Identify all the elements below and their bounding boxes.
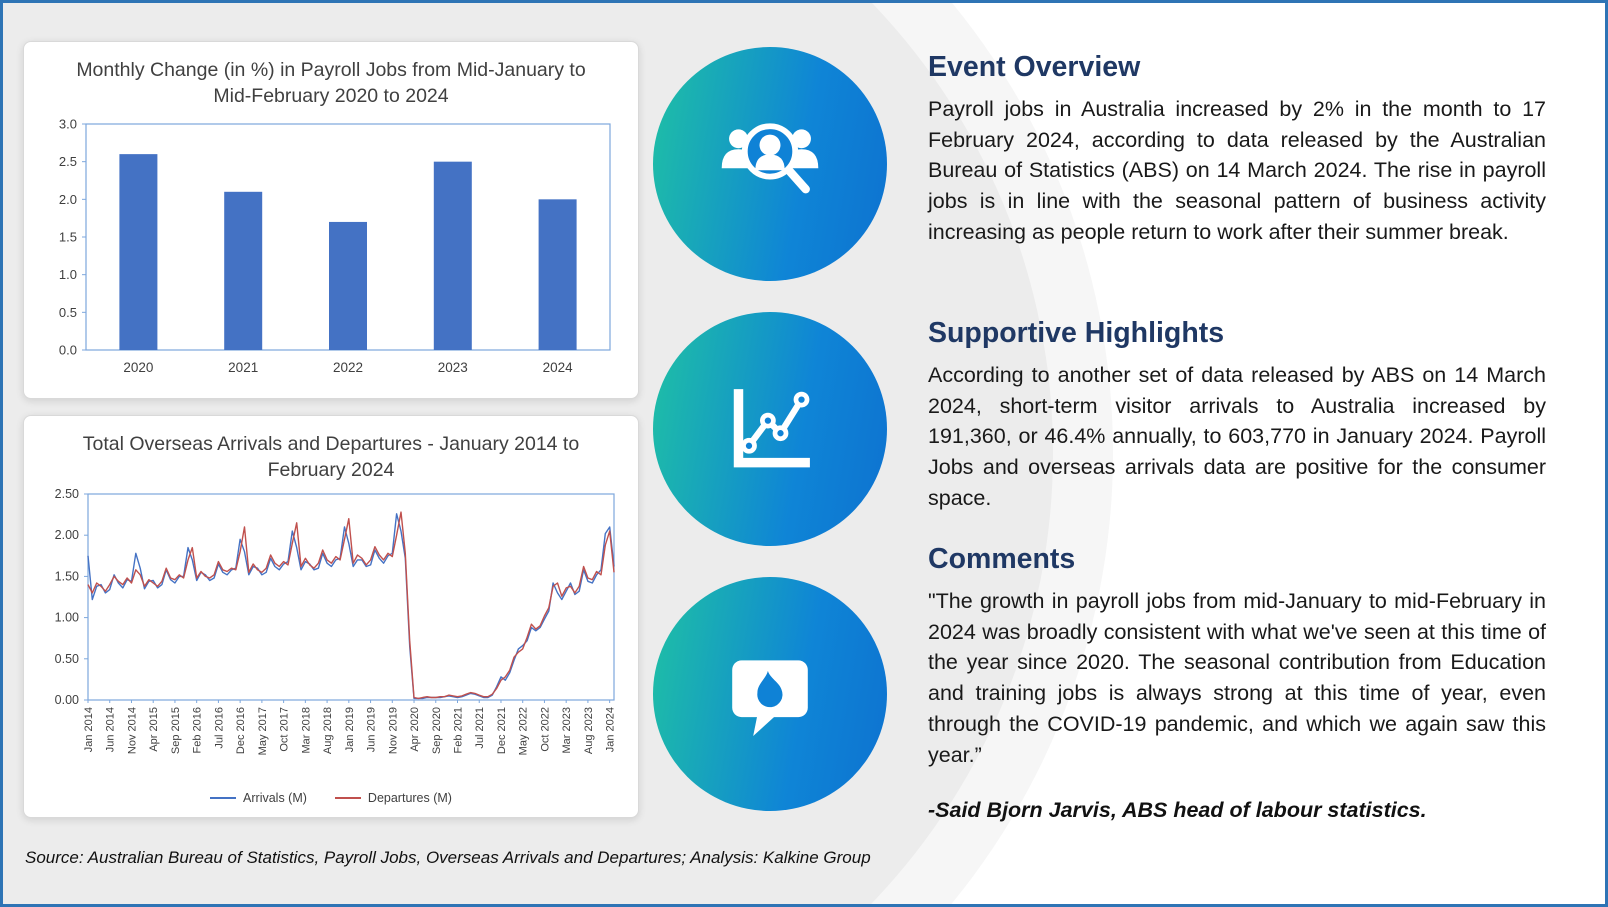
svg-text:2.00: 2.00 [55, 528, 79, 542]
svg-text:Sep 2015: Sep 2015 [170, 707, 182, 754]
svg-text:2.5: 2.5 [59, 154, 77, 169]
svg-text:Jan 2014: Jan 2014 [83, 707, 95, 752]
svg-text:Feb 2016: Feb 2016 [192, 707, 204, 753]
payroll-bar-chart-card: Monthly Change (in %) in Payroll Jobs fr… [23, 41, 639, 399]
line-chart-icon [733, 389, 810, 468]
svg-text:0.0: 0.0 [59, 342, 77, 357]
svg-text:2.0: 2.0 [59, 192, 77, 207]
arrivals-departures-line-chart: 0.00 0.50 1.00 1.50 2.00 2.50 Jan 2014 Jun 2014… [40, 487, 622, 791]
svg-text:Apr 2020: Apr 2020 [409, 707, 421, 752]
svg-text:2024: 2024 [543, 360, 574, 375]
line-chart-legend: Arrivals (M) Departures (M) [40, 791, 622, 805]
departures-line-swatch [334, 796, 361, 799]
svg-text:0.00: 0.00 [55, 693, 79, 707]
svg-text:2022: 2022 [333, 360, 363, 375]
svg-text:Jan 2024: Jan 2024 [605, 707, 617, 752]
svg-text:1.50: 1.50 [55, 569, 79, 583]
svg-text:2023: 2023 [438, 360, 468, 375]
legend-arrivals-label: Arrivals (M) [243, 790, 307, 805]
svg-text:Oct 2022: Oct 2022 [539, 707, 551, 752]
supportive-highlights-heading: Supportive Highlights [928, 317, 1225, 349]
svg-text:May 2022: May 2022 [518, 707, 530, 755]
source-note: Source: Australian Bureau of Statistics,… [25, 848, 871, 867]
event-overview-section: Event Overview Payroll jobs in Australia… [928, 51, 1546, 248]
comments-icon-circle [653, 577, 887, 811]
svg-text:Nov 2014: Nov 2014 [126, 707, 138, 754]
svg-text:Jul 2021: Jul 2021 [474, 707, 486, 749]
svg-text:Nov 2019: Nov 2019 [387, 707, 399, 754]
comments-body: "The growth in payroll jobs from mid-Jan… [928, 589, 1546, 767]
legend-departures-label: Departures (M) [367, 790, 452, 805]
svg-text:0.5: 0.5 [59, 305, 77, 320]
svg-text:1.5: 1.5 [59, 229, 77, 244]
svg-text:Dec 2016: Dec 2016 [235, 707, 247, 754]
svg-text:1.00: 1.00 [55, 610, 79, 624]
svg-text:2021: 2021 [228, 360, 258, 375]
event-overview-heading: Event Overview [928, 51, 1141, 83]
svg-text:Aug 2023: Aug 2023 [583, 707, 595, 754]
svg-text:Sep 2020: Sep 2020 [431, 707, 443, 754]
comments-section: Comments "The growth in payroll jobs fro… [928, 543, 1546, 823]
svg-text:2020: 2020 [123, 360, 153, 375]
svg-text:Jan 2019: Jan 2019 [344, 707, 356, 752]
comments-heading: Comments [928, 543, 1076, 575]
line-chart-title: Total Overseas Arrivals and Departures -… [82, 433, 580, 481]
arrivals-line-chart-card: Total Overseas Arrivals and Departures -… [23, 415, 639, 818]
comments-attribution: -Said Bjorn Jarvis, ABS head of labour s… [928, 798, 1427, 823]
svg-text:Jul 2016: Jul 2016 [213, 707, 225, 749]
svg-text:Oct 2017: Oct 2017 [279, 707, 291, 752]
svg-text:Apr 2015: Apr 2015 [148, 707, 160, 752]
supportive-highlights-section: Supportive Highlights According to anoth… [928, 317, 1546, 514]
svg-text:0.50: 0.50 [55, 652, 79, 666]
speech-flame-icon [732, 660, 808, 736]
svg-text:May 2017: May 2017 [257, 707, 269, 755]
legend-item-departures: Departures (M) [334, 790, 452, 805]
payroll-bar-chart: 0.0 0.5 1.0 1.5 2.0 2.5 3.0 2020 2021 2022 2023 202… [40, 114, 622, 395]
svg-text:Feb 2021: Feb 2021 [453, 707, 465, 753]
supportive-highlights-body: According to another set of data release… [928, 363, 1546, 510]
supportive-highlights-icon-circle [653, 312, 887, 546]
event-overview-icon-circle [653, 47, 887, 281]
svg-text:2.50: 2.50 [55, 488, 79, 501]
svg-text:Mar 2018: Mar 2018 [300, 707, 312, 753]
svg-text:Dec 2021: Dec 2021 [496, 707, 508, 754]
legend-item-arrivals: Arrivals (M) [210, 791, 307, 805]
arrivals-line-swatch [210, 796, 237, 799]
svg-text:Aug 2018: Aug 2018 [322, 707, 334, 754]
svg-text:1.0: 1.0 [59, 267, 77, 282]
svg-text:Jun 2019: Jun 2019 [366, 707, 378, 752]
people-search-icon [721, 123, 819, 194]
svg-text:Mar 2023: Mar 2023 [561, 707, 573, 753]
bar-chart-title: Monthly Change (in %) in Payroll Jobs fr… [76, 59, 586, 107]
svg-text:3.0: 3.0 [59, 116, 77, 131]
svg-text:Jun 2014: Jun 2014 [105, 707, 117, 752]
event-overview-body: Payroll jobs in Australia increased by 2… [928, 97, 1546, 244]
